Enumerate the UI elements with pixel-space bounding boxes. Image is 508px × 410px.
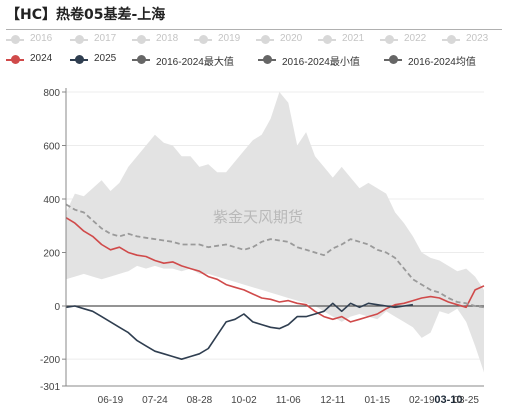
legend-label: 2016-2024均值 xyxy=(408,57,476,68)
legend-dot-icon xyxy=(323,35,332,44)
x-tick-label-0: 06-19 xyxy=(98,395,124,406)
x-tick-label-7: 02-19 xyxy=(409,395,435,406)
series-line-0 xyxy=(65,217,485,323)
legend-dot-icon xyxy=(263,55,272,64)
legend-label: 2017 xyxy=(94,33,117,44)
legend-dot-icon xyxy=(389,55,398,64)
legend-label: 2024 xyxy=(30,53,53,64)
legend-dot-icon xyxy=(137,55,146,64)
legend-label: 2016 xyxy=(30,33,53,44)
legend-label: 2016-2024最大值 xyxy=(156,57,234,68)
legend-series: 2024 2025 2016-2024最大值 2016-2024最小值 2016-202… xyxy=(6,52,502,68)
x-tick-label-8: 03-10 xyxy=(434,394,462,406)
legend-label: 2022 xyxy=(404,33,427,44)
legend-dot-icon xyxy=(75,55,84,64)
legend-label: 2020 xyxy=(280,33,303,44)
series-line-2 xyxy=(65,203,485,309)
x-tick-label-6: 01-15 xyxy=(364,395,390,406)
y-tick-label-5: -200 xyxy=(40,355,60,366)
y-tick-label-6: -301 xyxy=(40,382,60,393)
x-tick-label-1: 07-24 xyxy=(142,395,168,406)
legend-dot-icon xyxy=(261,35,270,44)
legend-label: 2023 xyxy=(466,33,489,44)
legend-label: 2018 xyxy=(156,33,179,44)
y-tick-label-0: 800 xyxy=(43,88,60,99)
series-line-1 xyxy=(65,302,414,360)
y-tick-label-2: 400 xyxy=(43,195,60,206)
x-tick-label-3: 10-02 xyxy=(231,395,257,406)
x-tick-label-4: 11-06 xyxy=(276,395,301,406)
legend-label: 2016-2024最小值 xyxy=(282,57,360,68)
x-tick-label-2: 08-28 xyxy=(187,395,213,406)
x-tick-label-9: 03-25 xyxy=(453,395,479,406)
title-divider xyxy=(6,29,502,30)
min-max-band xyxy=(66,92,484,373)
legend-dot-icon xyxy=(447,35,456,44)
watermark-text: 紫金天风期货 xyxy=(213,208,303,226)
legend-years: 2016 2017 2018 2019 2020 2021 2022 2023 xyxy=(6,32,502,48)
legend-dot-icon xyxy=(75,35,84,44)
legend-label: 2025 xyxy=(94,53,117,64)
x-tick-label-5: 12-11 xyxy=(320,395,345,406)
y-tick-label-1: 600 xyxy=(43,142,60,153)
legend-dot-icon xyxy=(385,35,394,44)
legend-label: 2021 xyxy=(342,33,365,44)
y-tick-label-4: 0 xyxy=(54,302,60,313)
legend-dot-icon xyxy=(11,55,20,64)
y-tick-label-3: 200 xyxy=(43,249,60,260)
legend-label: 2019 xyxy=(218,33,241,44)
chart-title: 【HC】热卷05基差-上海 xyxy=(6,7,166,23)
legend-dot-icon xyxy=(199,35,208,44)
legend-dot-icon xyxy=(137,35,146,44)
legend-dot-icon xyxy=(11,35,20,44)
